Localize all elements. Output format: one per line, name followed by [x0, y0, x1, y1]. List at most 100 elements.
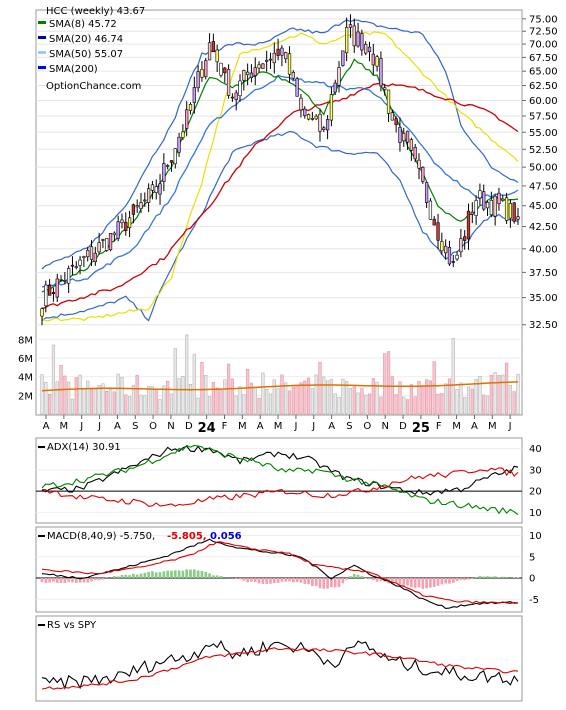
volume-bar: [368, 394, 371, 414]
volume-bar: [288, 391, 291, 414]
price-tick-label: 62.50: [529, 81, 558, 92]
candle-body: [456, 255, 459, 259]
volume-bar: [178, 378, 181, 414]
candle-body: [319, 114, 322, 131]
volume-bar: [296, 385, 299, 414]
macd-histogram-bar: [494, 576, 497, 578]
candle-body: [334, 83, 337, 92]
candle-body: [475, 200, 478, 215]
candle-body: [121, 220, 124, 223]
macd-histogram-bar: [60, 578, 63, 583]
volume-bar: [353, 385, 356, 414]
candle-body: [444, 246, 447, 253]
candle-body: [265, 60, 268, 61]
x-tick-label: F: [222, 421, 228, 432]
macd-histogram-bar: [56, 578, 59, 583]
candle-body: [509, 203, 512, 218]
price-tick-label: 52.50: [529, 145, 558, 156]
volume-bar: [204, 375, 207, 414]
volume-bar: [494, 373, 497, 414]
volume-bar: [273, 380, 276, 414]
price-tick-label: 67.50: [529, 53, 558, 64]
volume-bar: [197, 398, 200, 414]
candle-body: [166, 165, 169, 166]
volume-bar: [269, 394, 272, 414]
volume-bar: [300, 383, 303, 414]
volume-bar: [159, 399, 162, 414]
candle-body: [140, 203, 143, 209]
volume-bar: [41, 375, 44, 414]
legend-swatch-sma8: [38, 21, 46, 24]
volume-bar: [376, 382, 379, 414]
volume-bar: [402, 397, 405, 414]
volume-bar: [94, 389, 97, 414]
macd-histogram-bar: [517, 577, 520, 578]
macd-histogram-bar: [429, 578, 432, 588]
candle-body: [147, 189, 150, 203]
candle-body: [223, 68, 226, 73]
candle-body: [174, 149, 177, 164]
candle-body: [163, 164, 166, 182]
volume-bar: [174, 348, 177, 414]
macd-histogram-bar: [155, 572, 158, 578]
volume-bar: [136, 375, 139, 414]
macd-title-marker: [38, 535, 45, 537]
candle-body: [296, 79, 299, 97]
volume-bar: [277, 389, 280, 414]
indicator-tick-label: 10: [529, 508, 542, 519]
adx-title-marker: [38, 446, 45, 448]
macd-histogram-bar: [208, 573, 211, 578]
candle-body: [414, 147, 417, 158]
macd-histogram-bar: [425, 578, 428, 588]
x-tick-label: A: [257, 421, 264, 432]
candle-body: [235, 93, 238, 100]
candle-body: [349, 25, 352, 28]
volume-bar: [513, 392, 516, 414]
volume-bar: [105, 391, 108, 414]
macd-histogram-bar: [288, 578, 291, 581]
price-tick-label: 60.00: [529, 96, 558, 107]
candle-body: [98, 243, 101, 252]
macd-histogram-bar: [471, 578, 474, 579]
candle-body: [303, 109, 306, 116]
adx-title: ADX(14) 30.91: [47, 442, 121, 453]
candle-body: [189, 104, 192, 110]
macd-histogram-bar: [490, 577, 493, 578]
macd-histogram-bar: [421, 578, 424, 589]
volume-bar: [246, 369, 249, 414]
macd-histogram-bar: [277, 578, 280, 583]
volume-bar: [201, 362, 204, 414]
indicator-tick-label: 40: [529, 444, 542, 455]
x-tick-label: N: [381, 421, 388, 432]
volume-bar: [212, 382, 215, 414]
macd-histogram-bar: [143, 573, 146, 578]
candle-body: [425, 183, 428, 203]
volume-bar: [281, 375, 284, 414]
candle-body: [429, 201, 432, 219]
macd-histogram-bar: [296, 578, 299, 582]
macd-histogram-bar: [86, 578, 89, 583]
candle-body: [136, 206, 139, 207]
candle-body: [399, 127, 402, 142]
candle-body: [216, 50, 219, 62]
macd-histogram-bar: [467, 578, 470, 580]
macd-histogram-bar: [262, 578, 265, 584]
macd-histogram-bar: [357, 575, 360, 578]
candle-body: [185, 110, 188, 129]
candle-body: [67, 269, 70, 284]
volume-bar: [505, 363, 508, 414]
volume-bar: [391, 377, 394, 414]
volume-bar: [254, 387, 257, 414]
candle-body: [387, 90, 390, 113]
x-tick-label: F: [436, 421, 442, 432]
macd-histogram-bar: [303, 578, 306, 584]
volume-bar: [349, 388, 352, 414]
macd-histogram-bar: [349, 576, 352, 578]
candle-body: [250, 73, 253, 78]
volume-bar: [357, 393, 360, 414]
candle-body: [498, 193, 501, 204]
candle-body: [155, 187, 158, 193]
candle-body: [376, 57, 379, 66]
candle-body: [391, 113, 394, 121]
volume-bar: [448, 379, 451, 414]
